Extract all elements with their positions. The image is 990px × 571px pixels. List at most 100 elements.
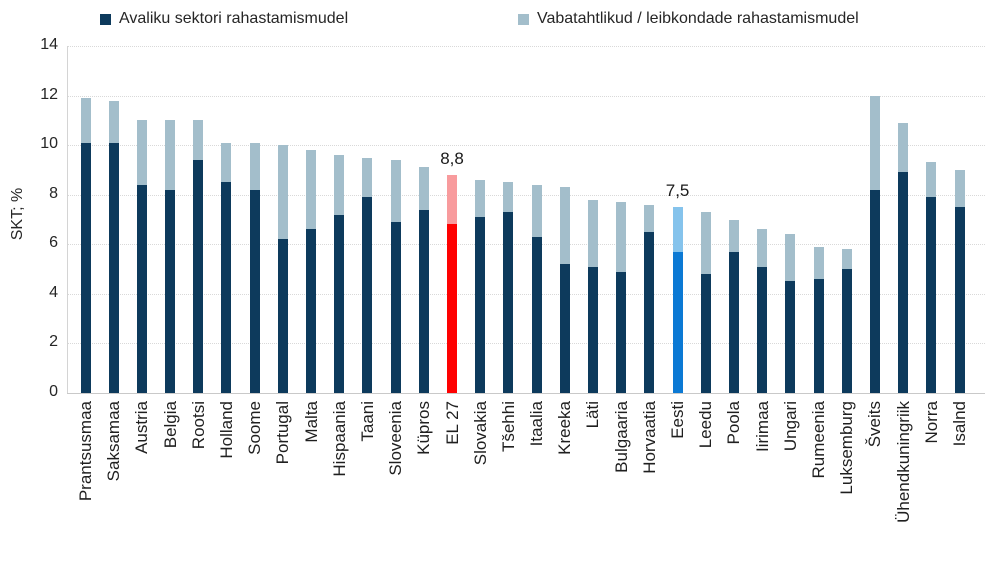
bar-public-Holland xyxy=(221,182,232,393)
x-axis-label-text: Läti xyxy=(583,401,603,429)
x-axis-label-text: Isalnd xyxy=(950,401,969,447)
bar-voluntary-Malta xyxy=(306,150,317,230)
value-label-Eesti: 7,5 xyxy=(665,181,690,201)
bar-public-Ühendkuningriik xyxy=(898,172,909,393)
bar-voluntary-Läti xyxy=(587,199,598,267)
bar-public-Tšehhi xyxy=(503,212,514,393)
bar-voluntary-Ühendkuningriik xyxy=(898,122,909,173)
gridline-6 xyxy=(67,244,985,246)
x-axis-label-text: Poola xyxy=(724,401,744,445)
bar-public-Küpros xyxy=(418,209,429,393)
x-axis-label-text: Leedu xyxy=(696,401,716,449)
x-axis-label-text: Saksamaa xyxy=(104,401,124,482)
bar-voluntary-Slovakia xyxy=(475,179,486,217)
bar-public-Kreeka xyxy=(559,264,570,393)
bar-voluntary-Sloveenia xyxy=(390,160,401,222)
y-tick-label-2: 2 xyxy=(49,333,58,351)
bar-public-Isalnd xyxy=(954,207,965,393)
bar-voluntary-Taani xyxy=(362,157,373,198)
bar-voluntary-Bulgaaria xyxy=(616,202,627,272)
bar-public-Saksamaa xyxy=(108,142,119,393)
bar-voluntary-Ungari xyxy=(785,234,796,282)
gridline-14 xyxy=(67,46,985,47)
x-axis-label-text: Küpros xyxy=(414,401,434,455)
x-axis-label-text: Portugal xyxy=(273,401,293,465)
legend-label-voluntary: Vabatahtlikud / leibkondade rahastamismu… xyxy=(537,10,859,27)
bar-voluntary-Austria xyxy=(136,120,147,185)
bar-public-Sloveenia xyxy=(390,221,401,393)
x-axis-line xyxy=(67,393,985,394)
x-axis-label-text: Malta xyxy=(301,401,321,443)
bar-voluntary-Tšehhi xyxy=(503,182,514,213)
x-axis-label-text: Horvaatia xyxy=(639,401,659,474)
legend-swatch-public xyxy=(100,13,111,25)
bar-public-Bulgaaria xyxy=(616,271,627,393)
x-axis-label-text: Belgia xyxy=(160,401,180,449)
y-tick-label-6: 6 xyxy=(49,234,58,252)
bar-public-Läti xyxy=(587,266,598,393)
legend-item-voluntary: Vabatahtlikud / leibkondade rahastamismu… xyxy=(518,10,859,28)
x-axis-label-text: Šveits xyxy=(865,401,885,448)
bar-voluntary-Rumeenia xyxy=(813,246,824,279)
x-axis-label-text: Luksemburg xyxy=(837,401,857,495)
bar-voluntary-Soome xyxy=(249,142,260,190)
bar-voluntary-Norra xyxy=(926,162,937,198)
bar-public-Slovakia xyxy=(475,217,486,393)
x-axis-label-text: Prantsusmaa xyxy=(76,401,95,502)
bar-public-Portugal xyxy=(277,239,288,393)
bar-public-Austria xyxy=(136,184,147,393)
bar-voluntary-Küpros xyxy=(418,167,429,210)
x-axis-label-text: EL 27 xyxy=(442,401,462,445)
legend-swatch-voluntary xyxy=(518,13,529,25)
gridline-8 xyxy=(67,194,985,196)
x-axis-label-text: Taani xyxy=(357,401,377,442)
legend: Avaliku sektori rahastamismudel Vabataht… xyxy=(0,10,990,36)
x-axis-label-text: Bulgaaria xyxy=(611,401,631,473)
bar-public-Iirimaa xyxy=(757,266,768,393)
x-axis-label-text: Sloveenia xyxy=(386,401,406,476)
bar-public-Leedu xyxy=(700,274,711,393)
bar-public-Prantsusmaa xyxy=(80,142,91,393)
bar-public-Eesti xyxy=(672,251,683,393)
bar-voluntary-Iirimaa xyxy=(757,229,768,267)
x-axis-label-text: Ungari xyxy=(780,401,800,452)
gridline-12 xyxy=(67,95,985,97)
bar-public-Rootsi xyxy=(193,160,204,393)
bar-voluntary-Prantsusmaa xyxy=(80,98,91,143)
bar-voluntary-Itaalia xyxy=(531,184,542,237)
bar-public-Taani xyxy=(362,197,373,393)
bar-voluntary-Horvaatia xyxy=(644,204,655,232)
x-axis-label-text: Rootsi xyxy=(188,401,208,450)
x-axis-label-text: Austria xyxy=(132,401,152,454)
bar-voluntary-Hispaania xyxy=(334,155,345,215)
bar-voluntary-Luksemburg xyxy=(841,249,852,270)
x-axis-label-text: Norra xyxy=(921,401,941,444)
y-tick-label-14: 14 xyxy=(40,36,58,53)
bar-public-Hispaania xyxy=(334,214,345,393)
y-tick-label-0: 0 xyxy=(49,383,58,400)
x-axis-label-Isalnd: Isalnd xyxy=(950,401,990,446)
bar-voluntary-Saksamaa xyxy=(108,100,119,143)
bar-public-Rumeenia xyxy=(813,278,824,393)
bar-voluntary-Eesti xyxy=(672,207,683,252)
bar-public-Soome xyxy=(249,189,260,393)
bar-public-Itaalia xyxy=(531,236,542,393)
gridline-10 xyxy=(67,145,985,147)
bar-voluntary-Kreeka xyxy=(559,187,570,265)
x-axis-label-text: Slovakia xyxy=(470,401,490,466)
x-axis-label-text: Rumeenia xyxy=(809,401,829,479)
bar-public-Šveits xyxy=(869,189,880,393)
x-axis-label-Läti: Läti xyxy=(583,401,610,428)
y-tick-label-10: 10 xyxy=(40,135,58,153)
bar-public-Poola xyxy=(728,251,739,393)
bar-voluntary-Holland xyxy=(221,142,232,183)
gridline-4 xyxy=(67,293,985,295)
x-axis-label-text: Itaalia xyxy=(527,401,547,447)
y-tick-label-12: 12 xyxy=(40,85,58,103)
bar-voluntary-Portugal xyxy=(277,145,288,240)
x-axis-label-text: Hispaania xyxy=(329,401,349,477)
y-axis-line xyxy=(67,46,68,393)
x-axis-label-text: Holland xyxy=(216,401,236,459)
y-tick-label-8: 8 xyxy=(49,184,58,202)
